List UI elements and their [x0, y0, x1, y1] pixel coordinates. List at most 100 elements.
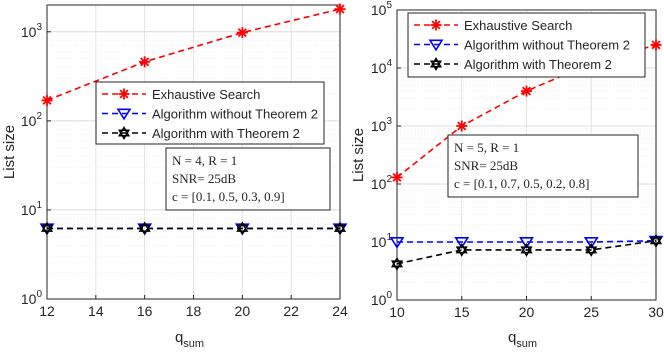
marker-shape	[390, 260, 404, 271]
marker-shape	[429, 60, 443, 71]
legend: Exhaustive Search Algorithm without Theor…	[407, 12, 646, 78]
marker-shape	[138, 224, 151, 236]
y-tick-exponent: 0	[386, 290, 392, 301]
y-tick-base: 10	[371, 2, 387, 18]
y-tick-exponent: 3	[386, 116, 392, 127]
marker-stroke	[392, 172, 402, 182]
legend-entry: Algorithm without Theorem 2	[102, 107, 318, 122]
data-point	[41, 94, 53, 106]
marker-shape	[138, 221, 151, 232]
legend-label: Exhaustive Search	[152, 87, 260, 102]
data-point	[650, 39, 662, 51]
data-point	[389, 237, 405, 249]
x-axis-label: qsum	[175, 329, 204, 350]
data-point	[40, 221, 54, 236]
marker-stroke	[42, 95, 52, 105]
marker-shape	[585, 242, 598, 254]
legend-marker	[429, 57, 443, 71]
legend-entry: Exhaustive Search	[414, 18, 572, 33]
x-axis-label: qsum	[508, 329, 537, 350]
x-tick-label: 15	[454, 304, 470, 320]
x-tick-label: 10	[389, 304, 405, 320]
y-axis-label: List size	[1, 125, 18, 179]
marker-stroke	[140, 57, 150, 67]
y-tick-label: 103	[21, 22, 43, 40]
x-tick-label: 22	[283, 303, 299, 319]
marker-shape	[40, 221, 54, 232]
marker-stroke	[457, 121, 467, 131]
y-tick-label: 104	[371, 58, 393, 76]
y-tick-label: 105	[371, 0, 393, 18]
y-tick-label: 102	[371, 174, 393, 192]
data-point	[138, 221, 151, 236]
data-point	[455, 242, 468, 257]
y-tick-base: 10	[371, 118, 387, 134]
y-tick-base: 10	[21, 291, 37, 307]
marker-shape	[236, 221, 249, 232]
marker-shape	[454, 237, 470, 249]
series-3	[390, 233, 663, 271]
y-tick-base: 10	[21, 24, 37, 40]
marker-shape	[236, 224, 249, 236]
x-tick-label: 14	[88, 303, 104, 319]
legend-label: Exhaustive Search	[464, 18, 572, 33]
legend-marker	[118, 88, 130, 100]
annotation-box: N = 5, R = 1 SNR= 25dB c = [0.1, 0.7, 0.5,…	[447, 134, 639, 198]
y-tick-base: 10	[371, 234, 387, 250]
legend: Exhaustive Search Algorithm without Theor…	[95, 81, 325, 145]
marker-shape	[429, 57, 443, 68]
data-point	[390, 256, 404, 271]
y-tick-label: 101	[371, 232, 393, 250]
y-tick-base: 10	[21, 113, 37, 129]
series-1	[41, 3, 346, 106]
legend-entry: Algorithm with Theorem 2	[414, 57, 612, 72]
data-point	[520, 242, 533, 257]
annotation-frame	[165, 147, 331, 211]
marker-shape	[585, 246, 598, 257]
marker-stroke	[431, 20, 441, 30]
data-point	[236, 27, 248, 39]
x-tick-label: 18	[186, 303, 202, 319]
y-tick-base: 10	[371, 292, 387, 308]
annotation-line: N = 4, R = 1	[172, 153, 237, 168]
marker-shape	[333, 221, 347, 232]
x-tick-label: 30	[648, 304, 664, 320]
y-tick-label: 103	[371, 116, 393, 134]
x-tick-label: 20	[519, 304, 535, 320]
x-tick-label: 20	[235, 303, 251, 319]
y-tick-exponent: 3	[36, 22, 42, 33]
marker-shape	[333, 224, 347, 236]
x-tick-label: 25	[583, 304, 599, 320]
marker-stroke	[335, 4, 345, 14]
marker-shape	[389, 237, 405, 249]
data-point	[391, 171, 403, 183]
legend-entry: Exhaustive Search	[102, 87, 260, 102]
series-3	[40, 221, 347, 236]
marker-stroke	[521, 86, 532, 96]
x-axis-label-subscript: sum	[183, 338, 204, 350]
y-tick-label: 101	[21, 200, 43, 218]
x-tick-label: 24	[332, 303, 348, 319]
legend-entry: Algorithm with Theorem 2	[102, 125, 300, 141]
legend-label: Algorithm with Theorem 2	[152, 126, 300, 141]
data-point	[649, 233, 663, 248]
y-tick-exponent: 2	[36, 111, 42, 122]
x-axis-label-main: q	[175, 329, 183, 346]
marker-shape	[117, 125, 131, 137]
legend-marker	[430, 19, 442, 31]
data-point	[585, 242, 598, 257]
x-tick-label: 16	[137, 303, 153, 319]
y-tick-exponent: 1	[36, 200, 42, 211]
y-tick-base: 10	[371, 176, 387, 192]
marker-stroke	[237, 28, 247, 38]
marker-shape	[583, 237, 599, 249]
y-tick-exponent: 1	[386, 232, 392, 243]
y-tick-exponent: 4	[386, 58, 392, 69]
data-point	[236, 221, 249, 236]
series-line	[46, 8, 341, 102]
y-tick-exponent: 5	[386, 0, 392, 11]
y-tick-exponent: 0	[36, 289, 42, 300]
series-line	[397, 239, 657, 243]
marker-shape	[390, 256, 404, 268]
